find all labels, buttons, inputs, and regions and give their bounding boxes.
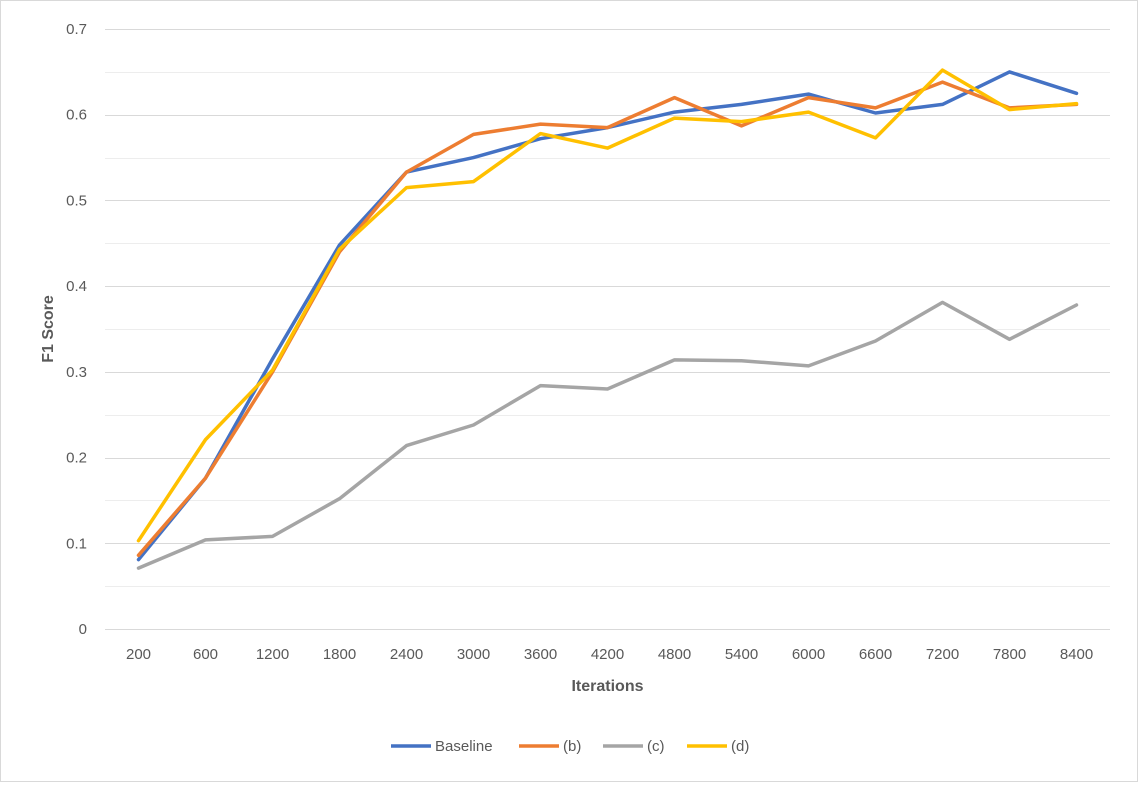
x-tick-label: 1200 [256,646,289,663]
series-lines [136,68,1079,570]
y-axis-title: F1 Score [40,295,57,363]
y-tick-label: 0.6 [66,107,87,124]
x-tick-label: 6000 [792,646,825,663]
y-tick-label: 0.3 [66,364,87,381]
legend-label-0: Baseline [435,738,493,755]
series-line-2 [136,300,1079,570]
legend-label-2: (c) [647,738,665,755]
x-tick-label: 6600 [859,646,892,663]
gridlines [105,29,1110,630]
legend-label-3: (d) [731,738,749,755]
x-tick-label: 3000 [457,646,490,663]
y-tick-label: 0.2 [66,450,87,467]
series-line-0 [136,70,1079,562]
x-tick-label: 5400 [725,646,758,663]
x-tick-label: 7800 [993,646,1026,663]
x-tick-label: 2400 [390,646,423,663]
series-line-1 [136,80,1079,558]
x-tick-label: 4800 [658,646,691,663]
x-tick-label: 600 [193,646,218,663]
y-axis-ticks: 0 0.1 0.2 0.3 0.4 0.5 0.6 0.7 [66,21,87,638]
x-tick-label: 7200 [926,646,959,663]
y-tick-label: 0.7 [66,21,87,38]
x-tick-label: 200 [126,646,151,663]
y-tick-label: 0.1 [66,535,87,552]
y-tick-label: 0.4 [66,278,87,295]
x-tick-label: 8400 [1060,646,1093,663]
x-axis-ticks: 200 600 1200 1800 2400 3000 3600 4200 4800 5400 60… [126,646,1093,663]
legend: Baseline (b) (c) (d) [391,738,749,755]
series-line-3 [136,68,1079,543]
legend-label-1: (b) [563,738,581,755]
x-tick-label: 1800 [323,646,356,663]
y-tick-label: 0.5 [66,192,87,209]
x-tick-label: 3600 [524,646,557,663]
x-tick-label: 4200 [591,646,624,663]
x-axis-title: Iterations [571,678,643,695]
y-tick-label: 0 [79,621,87,638]
